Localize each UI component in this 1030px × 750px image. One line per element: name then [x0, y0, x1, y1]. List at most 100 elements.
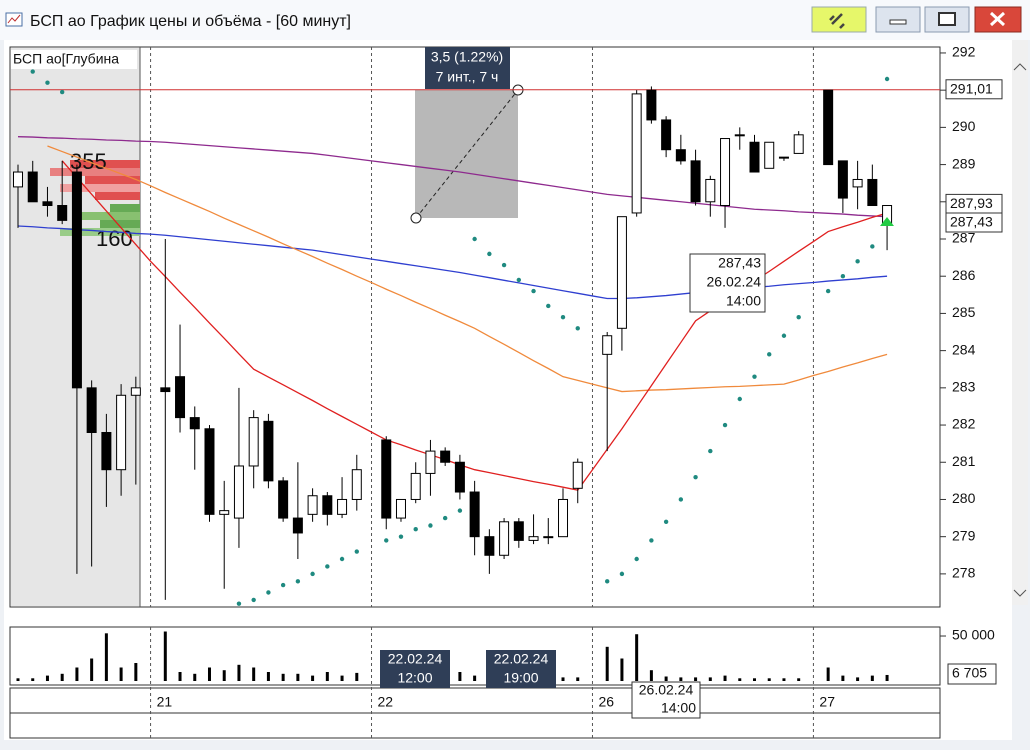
- sar-dot: [251, 597, 256, 603]
- sar-dot: [398, 534, 404, 539]
- candle-body: [602, 335, 613, 355]
- sar-dot: [280, 582, 286, 588]
- measure-area: [415, 90, 518, 218]
- window-title: БСП ао График цены и объёма - [60 минут]: [30, 13, 351, 30]
- candle-body: [116, 394, 127, 471]
- sar-dot: [560, 314, 566, 320]
- candle-body: [764, 141, 775, 169]
- volume-bar: [473, 675, 477, 681]
- date-cursor-box: [631, 681, 701, 719]
- candle-body: [351, 469, 362, 500]
- volume-bar: [738, 678, 742, 681]
- y-tick-label: 289: [952, 155, 976, 171]
- volume-bar: [16, 678, 20, 681]
- y-tick-label: 286: [952, 267, 976, 283]
- sar-dot: [457, 508, 463, 513]
- indicator-line: [17, 136, 888, 218]
- bid-bar: [100, 220, 140, 228]
- candle-body: [720, 138, 731, 207]
- volume-bar: [708, 677, 712, 681]
- candle-body: [307, 495, 318, 515]
- volume-bar: [856, 677, 860, 681]
- y-tick-label: 282: [952, 416, 976, 432]
- sar-dot: [884, 76, 890, 82]
- volume-bar: [252, 667, 256, 681]
- candle-body: [749, 141, 760, 173]
- time-marker-box: [380, 650, 450, 688]
- time-marker-date: 22.02.24: [388, 651, 443, 667]
- price-label-box: [945, 79, 1003, 100]
- depth-title-box: [11, 50, 137, 69]
- volume-bar: [90, 658, 94, 681]
- y-tick-label: 278: [952, 565, 976, 581]
- candle-body: [410, 472, 421, 500]
- sar-dot: [487, 251, 492, 257]
- volume-bar: [635, 634, 639, 681]
- y-tick-label: 285: [952, 304, 976, 320]
- cursor-date: 26.02.24: [707, 274, 762, 290]
- y-tick-label: 292: [952, 44, 976, 60]
- candle-body: [558, 498, 569, 538]
- volume-bar: [207, 667, 211, 681]
- ask-bar: [70, 160, 140, 168]
- volume-bar: [723, 675, 727, 681]
- cursor-box: [689, 253, 766, 313]
- candle-body: [86, 387, 97, 433]
- sar-dot: [649, 538, 654, 543]
- volume-bar: [694, 677, 698, 681]
- volume-bar: [885, 674, 889, 681]
- volume-bar: [75, 667, 79, 681]
- candle-body: [248, 417, 259, 467]
- volume-bar: [620, 658, 624, 681]
- candle-body: [337, 498, 348, 515]
- y-tick-label: 284: [952, 341, 976, 357]
- volume-bar: [104, 633, 108, 681]
- sar-dot: [501, 262, 507, 268]
- measure-start: [410, 212, 422, 224]
- ask-bar: [85, 176, 140, 184]
- scroll-arrows: [1013, 63, 1027, 597]
- sar-dot: [870, 244, 875, 249]
- current-marker: [880, 217, 894, 226]
- candle-body: [219, 510, 230, 515]
- candle-body: [425, 450, 436, 474]
- volume-bar: [458, 672, 462, 681]
- candle-body: [499, 521, 510, 556]
- candle-body: [42, 201, 53, 207]
- sar-dot: [295, 579, 301, 584]
- measure-label-box: [425, 47, 510, 89]
- candle-body: [616, 216, 627, 329]
- sar-dot: [605, 579, 610, 584]
- sar-dot: [781, 333, 787, 338]
- link-button[interactable]: [811, 6, 867, 33]
- close-icon: [989, 11, 1006, 27]
- scrollbar[interactable]: [1012, 40, 1028, 605]
- candle-body: [852, 178, 863, 188]
- candle-body: [57, 205, 68, 221]
- y-tick-label: 287: [952, 230, 976, 246]
- sar-dot: [678, 497, 684, 502]
- volume-label: 6 705: [952, 665, 987, 681]
- volume-bar: [31, 678, 35, 681]
- sar-dot: [708, 448, 713, 454]
- ask-bar: [50, 168, 140, 176]
- cursor-time: 14:00: [726, 293, 761, 309]
- volume-bar: [355, 672, 359, 681]
- candle-body: [204, 428, 215, 515]
- y-tick-label: 281: [952, 453, 976, 469]
- depth-bid: 160: [96, 226, 133, 251]
- measure-line: [415, 89, 519, 219]
- candle-body: [734, 134, 745, 137]
- volume-bar: [826, 667, 830, 681]
- date-label: 26: [598, 694, 614, 710]
- sar-dot: [855, 259, 860, 264]
- volume-bar: [797, 678, 801, 681]
- sar-dot: [575, 326, 580, 331]
- sar-dot: [354, 549, 359, 554]
- price-label: 291,01: [950, 80, 993, 96]
- sar-dot: [752, 374, 757, 379]
- cursor-price: 287,43: [718, 255, 761, 271]
- sar-dot: [45, 80, 50, 85]
- sar-dot: [825, 288, 831, 294]
